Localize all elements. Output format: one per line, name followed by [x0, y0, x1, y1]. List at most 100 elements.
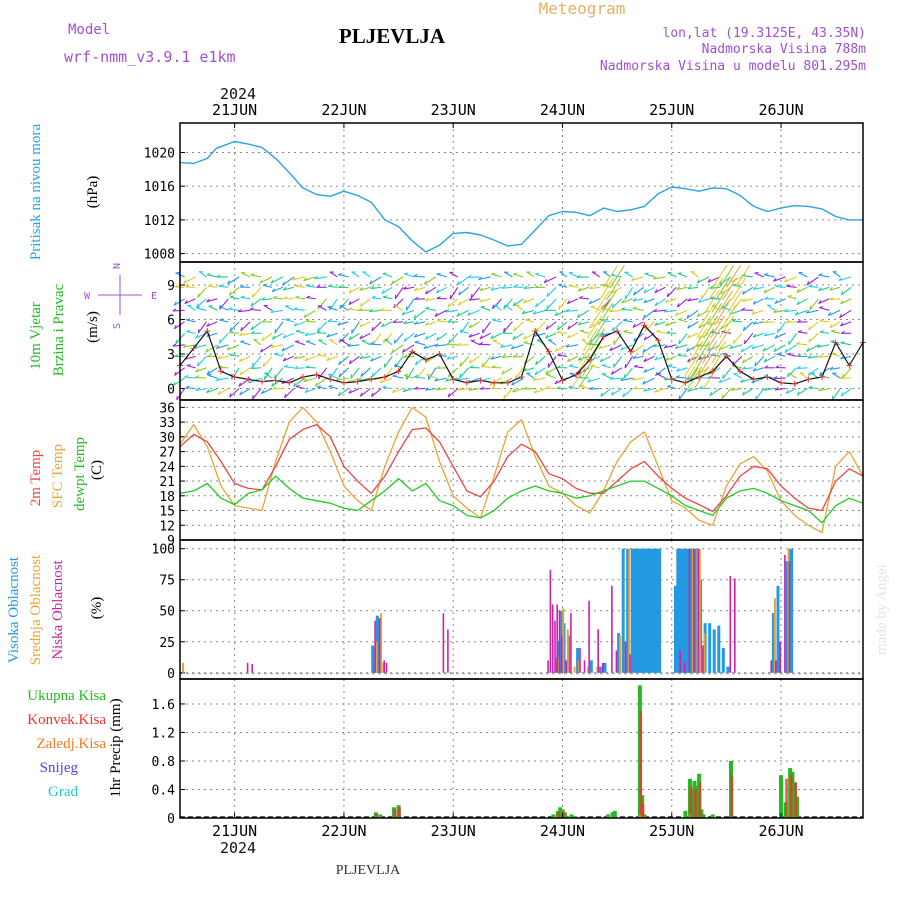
wind-arrow-417 [664, 344, 677, 349]
wind-burst-5-4 [719, 315, 735, 339]
wind-burst-1-4 [593, 315, 609, 339]
ytick-label-cloud-4: 100 [152, 543, 175, 558]
wind-arrow-672 [742, 388, 754, 396]
wind-arrow-head-422 [718, 346, 722, 351]
wind-arrow-head-3 [206, 273, 211, 276]
wind-arrow-218 [522, 309, 535, 315]
wind-arrow-head-421 [707, 347, 711, 352]
year-top: 2024 [220, 85, 256, 103]
wind-arrow-285 [578, 321, 590, 326]
wind-arrow-head-355 [666, 330, 671, 334]
wind-arrow-648 [480, 387, 491, 390]
wind-arrow-441 [251, 355, 262, 367]
cloud-bar-2-36 [779, 641, 782, 673]
wind-arrow-head-625 [229, 393, 232, 398]
wind-arrow-head-476 [632, 355, 637, 359]
wind-arrow-head-49 [707, 278, 711, 283]
wind-arrow-618 [832, 372, 841, 379]
wind-arrow-658 [589, 387, 600, 390]
wind-arrow-head-89 [470, 294, 473, 299]
cloud-bar-2-0 [246, 662, 249, 673]
wind-arrow-head-448 [326, 357, 330, 361]
cloud-bar-2-27 [683, 662, 686, 673]
wind-arrow-584 [456, 377, 469, 381]
wind-arrow-head-248 [173, 324, 177, 330]
precip-bar-1-12 [789, 775, 793, 818]
wind-arrow-110 [701, 287, 710, 300]
wind-arrow-head-62 [174, 284, 179, 288]
wind-arrow-90 [479, 286, 491, 292]
wind-arrow-head-430 [806, 347, 810, 352]
wind-arrow-head-344 [545, 334, 549, 339]
wind-arrow-582 [434, 377, 447, 382]
wind-arrow-152 [479, 298, 491, 303]
wind-arrow-head-77 [338, 285, 343, 288]
cloud-bar-0-32 [680, 548, 684, 673]
wind-arrow-431 [817, 344, 830, 348]
wind-arrow-head-24 [436, 272, 441, 275]
wind-burst-3-2 [695, 340, 711, 364]
wind-arrow-207 [401, 309, 415, 316]
wind-burst-0-2 [579, 340, 595, 364]
wind-arrow-head-59 [818, 273, 823, 276]
wind-arrow-head-320 [282, 334, 287, 339]
wind-arrow-head-439 [229, 353, 234, 356]
wind-arrow-665 [667, 386, 677, 390]
precip-legend: Ukupna Kisa Konvek.Kisa Zaledj.Kisa Snijeg G… [27, 688, 106, 800]
wind-arrow-head-136 [306, 295, 311, 299]
wind-arrow-276 [482, 321, 491, 334]
wind-arrow-head-372 [172, 343, 177, 347]
wind-arrow-519 [428, 367, 437, 380]
wind-arrow-637 [360, 388, 371, 397]
day-label-top-0: 21JUN [212, 101, 257, 119]
wind-arrow-380 [260, 344, 273, 353]
wind-arrow-head-532 [568, 364, 574, 367]
wind-arrow-28 [478, 276, 491, 281]
wind-arrow-head-116 [763, 289, 767, 294]
wind-arrow-head-334 [436, 336, 439, 341]
wind-arrow-head-589 [511, 381, 515, 386]
precip-legend-item-3: Snijeg [40, 760, 79, 776]
wind-arrow-54 [764, 274, 775, 278]
wind-arrow-442 [262, 355, 273, 368]
wind-arrow-head-111 [709, 285, 714, 289]
wind-arrow-head-496 [174, 371, 177, 376]
wind-arrow-head-80 [370, 285, 375, 290]
wind-arrow-head-648 [480, 386, 484, 390]
elevation-text: Nadmorska Visina 788m [702, 42, 867, 57]
wind-arrow-99 [578, 286, 590, 292]
wind-arrow-head-549 [752, 367, 757, 372]
wind-arrow-head-260 [305, 319, 310, 322]
wind-arrow-head-531 [556, 365, 561, 369]
wind-arrow-head-96 [546, 292, 549, 297]
wind-arrow-head-200 [327, 305, 332, 308]
cloud-bar-1-3 [382, 662, 385, 673]
wind-arrow-392 [391, 344, 404, 354]
wind-arrow-326 [348, 332, 360, 341]
wind-arrow-590 [526, 372, 535, 379]
wind-arrows [172, 265, 852, 401]
wind-arrow-282 [545, 321, 557, 330]
wind-arrow-head-143 [382, 295, 388, 298]
wind-arrow-94 [523, 286, 535, 290]
wind-arrow-132 [261, 298, 273, 301]
wind-arrow-669 [709, 388, 721, 397]
wind-arrow-head-657 [579, 384, 585, 387]
wind-arrow-344 [545, 332, 557, 339]
wind-arrow-464 [501, 355, 513, 359]
wind-arrow-head-643 [425, 387, 429, 391]
cloud-bar-0-47 [771, 613, 775, 673]
wind-arrow-head-551 [775, 365, 780, 369]
wind-arrow-615 [799, 372, 808, 379]
wind-arrow-head-286 [588, 324, 592, 329]
wind-arrow-418 [675, 344, 688, 350]
cloud-bar-1-8 [578, 660, 581, 673]
wind-arrow-head-113 [732, 283, 737, 286]
wind-arrow-head-544 [698, 370, 702, 374]
wind-arrow-232 [675, 309, 688, 317]
wind-arrow-head-591 [532, 377, 537, 381]
ytick-label-pressure-1: 1012 [144, 214, 175, 229]
wind-arrow-head-579 [403, 373, 408, 376]
wind-arrow-230 [653, 309, 666, 313]
wind-arrow-head-427 [773, 347, 777, 352]
